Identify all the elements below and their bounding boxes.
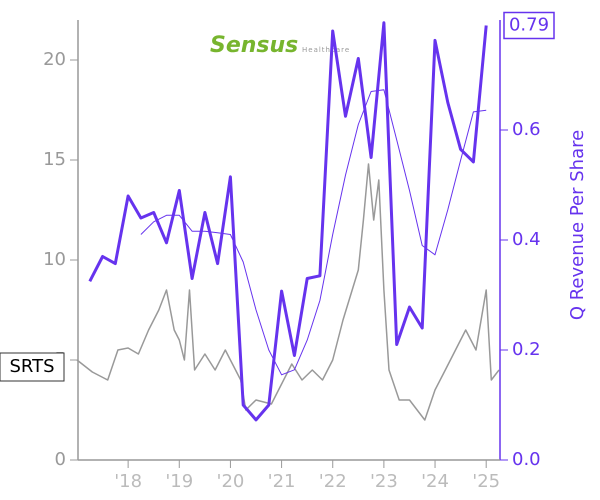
ticker-label: SRTS: [9, 356, 54, 377]
y2-tick-label: 0.2: [512, 339, 541, 360]
x-tick-label: '23: [370, 471, 398, 492]
y2-axis-label: Q Revenue Per Share: [567, 130, 588, 320]
x-tick-label: '25: [472, 471, 500, 492]
y2-tick-label: 0.6: [512, 119, 541, 140]
y-tick-label: 20: [43, 49, 66, 70]
x-tick-label: '19: [165, 471, 193, 492]
y-tick-label: 15: [43, 149, 66, 170]
y2-tick-label: 0.0: [512, 449, 541, 470]
y-tick-label: 10: [43, 249, 66, 270]
y-tick-label: 0: [55, 449, 66, 470]
series-line: [76, 163, 500, 421]
y2-tick-label: 0.4: [512, 229, 541, 250]
ticker-box: [0, 352, 65, 382]
x-tick-label: '22: [319, 471, 347, 492]
logo-name: Sensus: [210, 33, 298, 58]
value-label: 0.79: [509, 15, 549, 36]
x-tick-label: '24: [421, 471, 449, 492]
logo-tagline: Healthcare: [302, 46, 350, 54]
x-tick-label: '21: [268, 471, 296, 492]
x-tick-label: '20: [217, 471, 245, 492]
series-line: [88, 21, 488, 422]
series-line: [140, 89, 487, 376]
x-tick-label: '18: [114, 471, 142, 492]
logo: Sensus Healthcare: [210, 33, 350, 58]
value-label-box: [503, 11, 555, 40]
